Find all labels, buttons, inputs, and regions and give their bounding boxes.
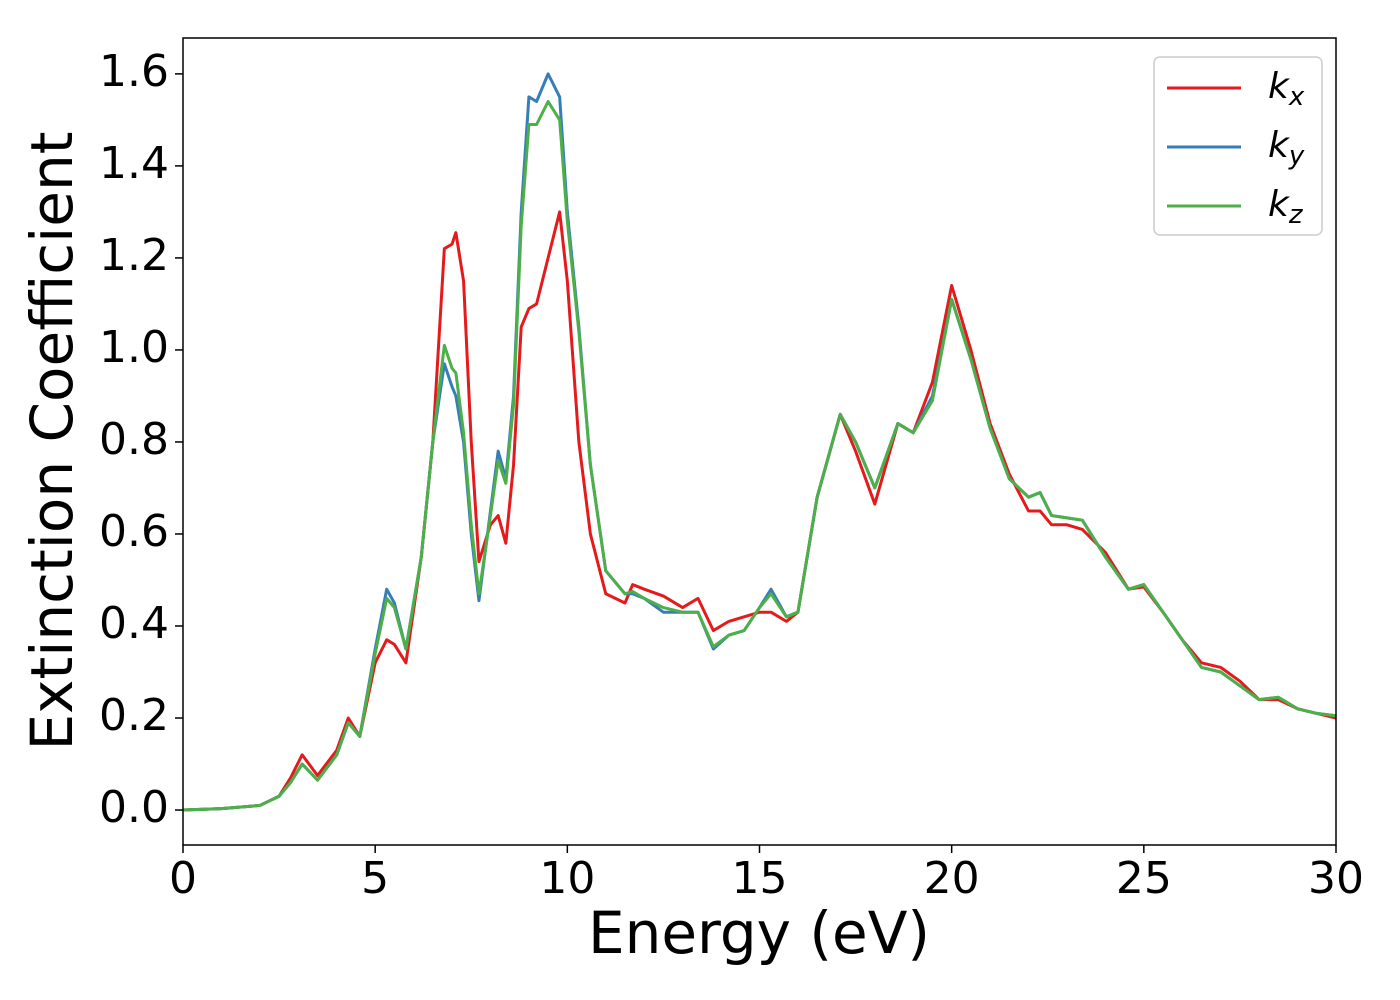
y-tick-label: 0.8 <box>99 414 169 465</box>
legend-label: kz <box>1268 184 1304 230</box>
series-line <box>183 210 1336 812</box>
y-tick-label: 1.0 <box>99 322 169 373</box>
series-line <box>183 99 1336 812</box>
x-axis-label: Energy (eV) <box>588 899 930 967</box>
y-tick-label: 1.6 <box>99 46 169 97</box>
y-tick-label: 0.0 <box>99 782 169 833</box>
x-tick-label: 20 <box>924 853 980 904</box>
y-tick-label: 1.2 <box>99 230 169 281</box>
x-tick-label: 15 <box>732 853 788 904</box>
x-tick-label: 30 <box>1308 853 1364 904</box>
x-tick-label: 25 <box>1116 853 1172 904</box>
legend-label: ky <box>1268 125 1305 171</box>
x-tick-label: 0 <box>169 853 197 904</box>
legend-label: kx <box>1268 66 1305 112</box>
x-tick-label: 10 <box>539 853 595 904</box>
y-tick-label: 0.6 <box>99 506 169 557</box>
y-tick-label: 0.4 <box>99 598 169 649</box>
y-tick-label: 0.2 <box>99 690 169 741</box>
y-tick-label: 1.4 <box>99 138 169 189</box>
plot-frame <box>182 37 1337 846</box>
y-axis-label: Extinction Coefficient <box>18 132 86 751</box>
x-tick-label: 5 <box>361 853 389 904</box>
